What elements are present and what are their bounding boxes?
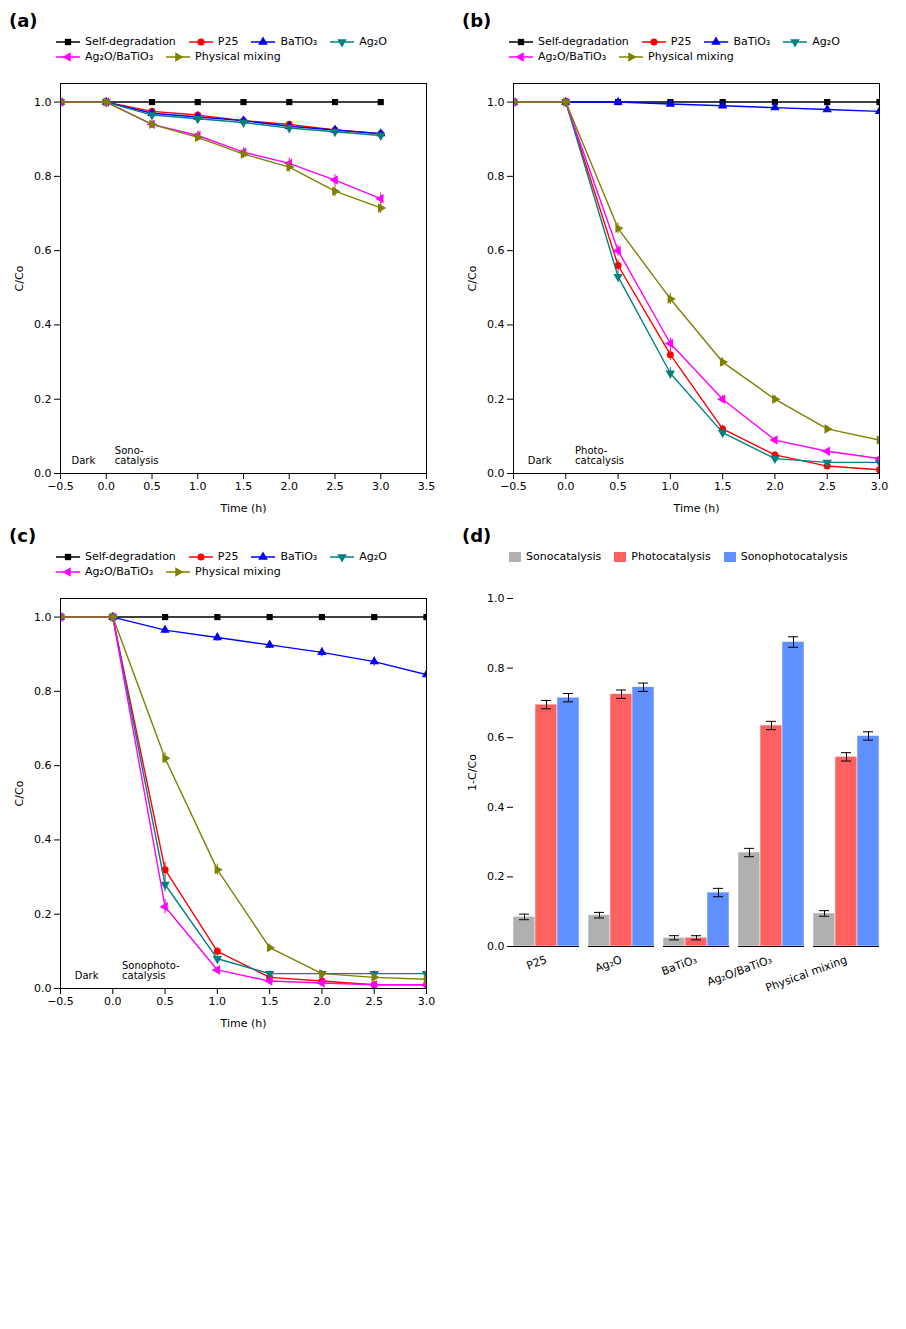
svg-text:1.0: 1.0 <box>662 480 680 493</box>
svg-text:0.2: 0.2 <box>487 393 505 406</box>
svg-text:1.0: 1.0 <box>209 995 227 1008</box>
svg-text:Sono-catalysis: Sono-catalysis <box>115 445 159 466</box>
svg-text:2.0: 2.0 <box>281 480 299 493</box>
html-text:Ag₂O/BaTiO₃: Ag₂O/BaTiO₃ <box>85 565 154 578</box>
svg-text:3.5: 3.5 <box>418 480 436 493</box>
svg-text:0.0: 0.0 <box>557 480 575 493</box>
svg-text:0.2: 0.2 <box>487 870 505 883</box>
svg-text:3.0: 3.0 <box>418 995 436 1008</box>
svg-text:0.5: 0.5 <box>143 480 161 493</box>
svg-text:0.5: 0.5 <box>156 995 174 1008</box>
svg-text:0.6: 0.6 <box>34 244 52 257</box>
svg-text:0.6: 0.6 <box>34 759 52 772</box>
html-text:Physical mixing: Physical mixing <box>195 50 281 63</box>
svg-text:−0.5: −0.5 <box>47 480 74 493</box>
svg-text:Ag₂O: Ag₂O <box>593 953 624 975</box>
svg-text:1.0: 1.0 <box>487 96 505 109</box>
svg-text:Time (h): Time (h) <box>673 502 720 515</box>
svg-text:Ag₂O/BaTiO₃: Ag₂O/BaTiO₃ <box>705 953 774 989</box>
html-text:(b): (b) <box>462 10 492 31</box>
svg-text:0.8: 0.8 <box>487 662 505 675</box>
svg-text:BaTiO₃: BaTiO₃ <box>660 953 699 978</box>
html-text:BaTiO₃: BaTiO₃ <box>280 550 318 563</box>
svg-text:0.2: 0.2 <box>34 908 52 921</box>
svg-text:0.4: 0.4 <box>487 318 505 331</box>
svg-text:Dark: Dark <box>528 455 552 466</box>
html-text:Ag₂O/BaTiO₃: Ag₂O/BaTiO₃ <box>85 50 154 63</box>
svg-text:1.0: 1.0 <box>487 592 505 605</box>
svg-text:Time (h): Time (h) <box>220 1017 267 1030</box>
svg-text:1.0: 1.0 <box>34 611 52 624</box>
svg-text:0.0: 0.0 <box>487 940 505 953</box>
svg-text:−0.5: −0.5 <box>500 480 527 493</box>
svg-text:1-C/Co: 1-C/Co <box>466 754 479 791</box>
svg-text:−0.5: −0.5 <box>47 995 74 1008</box>
html-text:(a): (a) <box>9 10 38 31</box>
svg-text:0.0: 0.0 <box>34 467 52 480</box>
svg-text:1.0: 1.0 <box>34 96 52 109</box>
svg-text:2.0: 2.0 <box>766 480 784 493</box>
svg-text:2.5: 2.5 <box>818 480 836 493</box>
svg-text:C/Co: C/Co <box>466 265 479 291</box>
svg-text:0.0: 0.0 <box>98 480 116 493</box>
html-text:Sonophotocatalysis: Sonophotocatalysis <box>740 550 848 563</box>
html-text:Self-degradation: Self-degradation <box>538 35 629 48</box>
svg-text:1.5: 1.5 <box>261 995 279 1008</box>
svg-text:Sonophoto-catalysis: Sonophoto-catalysis <box>122 960 180 981</box>
html-text:(d): (d) <box>462 525 492 546</box>
svg-text:0.4: 0.4 <box>34 833 52 846</box>
svg-text:Photo-catcalysis: Photo-catcalysis <box>575 445 624 466</box>
html-text:Ag₂O: Ag₂O <box>812 35 840 48</box>
svg-text:0.0: 0.0 <box>487 467 505 480</box>
svg-text:2.5: 2.5 <box>326 480 344 493</box>
svg-text:0.2: 0.2 <box>34 393 52 406</box>
html-text:BaTiO₃: BaTiO₃ <box>733 35 771 48</box>
svg-text:C/Co: C/Co <box>13 265 26 291</box>
svg-text:0.6: 0.6 <box>487 244 505 257</box>
svg-text:1.5: 1.5 <box>714 480 732 493</box>
html-text:Sonocatalysis: Sonocatalysis <box>526 550 602 563</box>
html-text:Physical mixing: Physical mixing <box>648 50 734 63</box>
html-text:(c): (c) <box>9 525 37 546</box>
svg-text:0.0: 0.0 <box>34 982 52 995</box>
html-text:P25: P25 <box>217 35 239 48</box>
svg-text:Physical mixing: Physical mixing <box>764 953 849 994</box>
svg-text:0.8: 0.8 <box>34 170 52 183</box>
svg-text:1.0: 1.0 <box>189 480 207 493</box>
svg-text:Time (h): Time (h) <box>220 502 267 515</box>
html-text:Ag₂O: Ag₂O <box>359 35 387 48</box>
svg-text:0.4: 0.4 <box>487 801 505 814</box>
html-text:Photocatalysis: Photocatalysis <box>631 550 711 563</box>
svg-text:Dark: Dark <box>72 455 96 466</box>
svg-text:0.4: 0.4 <box>34 318 52 331</box>
html-text:Ag₂O: Ag₂O <box>359 550 387 563</box>
svg-text:0.6: 0.6 <box>487 731 505 744</box>
svg-text:2.0: 2.0 <box>313 995 331 1008</box>
html-text:Physical mixing: Physical mixing <box>195 565 281 578</box>
svg-text:0.8: 0.8 <box>34 685 52 698</box>
html-text:P25: P25 <box>670 35 692 48</box>
html-text:BaTiO₃: BaTiO₃ <box>280 35 318 48</box>
html-text:Ag₂O/BaTiO₃: Ag₂O/BaTiO₃ <box>538 50 607 63</box>
svg-text:C/Co: C/Co <box>13 780 26 806</box>
html-text:Self-degradation: Self-degradation <box>85 35 176 48</box>
svg-text:P25: P25 <box>525 953 549 972</box>
html-text:Self-degradation: Self-degradation <box>85 550 176 563</box>
svg-text:Dark: Dark <box>75 970 99 981</box>
svg-text:1.5: 1.5 <box>235 480 253 493</box>
svg-text:3.0: 3.0 <box>871 480 889 493</box>
svg-text:2.5: 2.5 <box>365 995 383 1008</box>
html-text:P25: P25 <box>217 550 239 563</box>
svg-text:3.0: 3.0 <box>372 480 390 493</box>
svg-text:0.0: 0.0 <box>104 995 122 1008</box>
svg-text:0.5: 0.5 <box>609 480 627 493</box>
svg-text:0.8: 0.8 <box>487 170 505 183</box>
